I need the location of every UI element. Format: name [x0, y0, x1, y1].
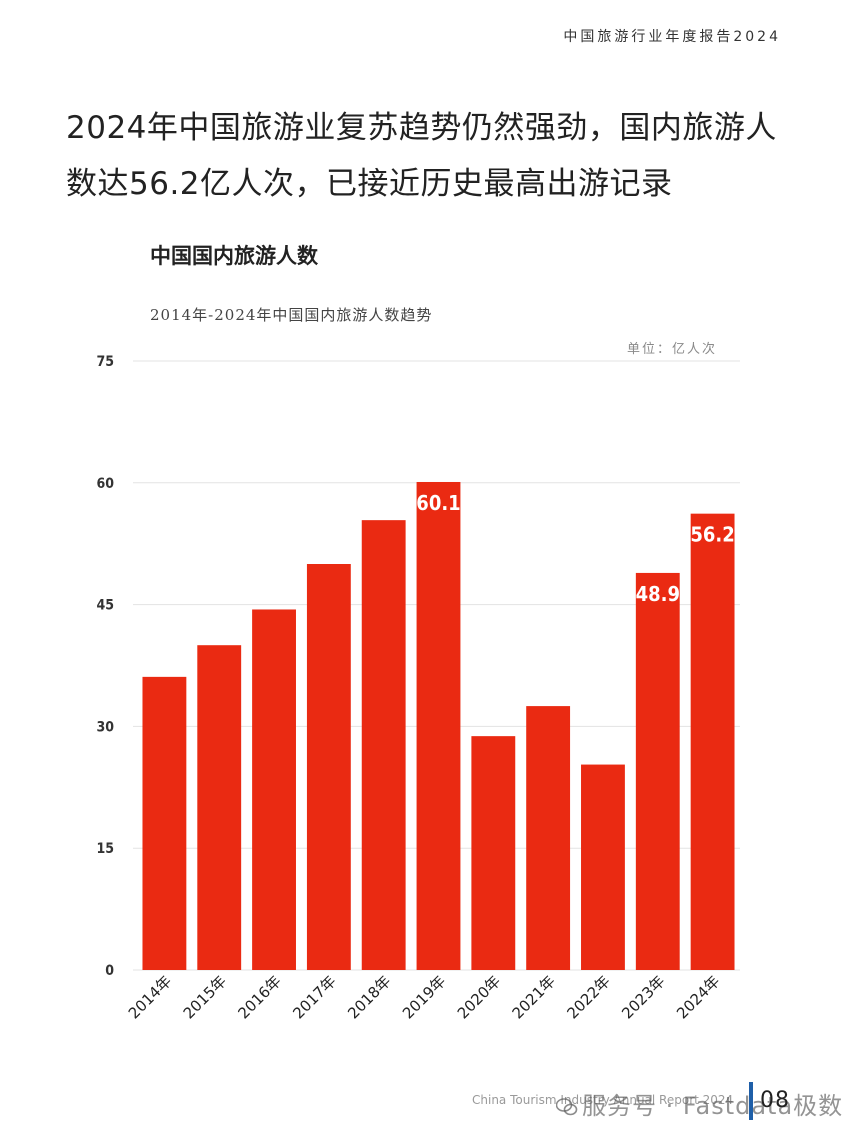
bar — [635, 572, 680, 970]
x-tick-label: 2017年 — [289, 972, 339, 1022]
bar — [197, 645, 242, 970]
y-tick-label: 0 — [105, 963, 114, 979]
bar — [526, 706, 571, 970]
x-tick-label: 2023年 — [618, 972, 668, 1022]
data-label: 56.2 — [690, 523, 734, 547]
y-tick-label: 45 — [96, 598, 114, 614]
chart-title: 中国国内旅游人数 — [150, 244, 318, 268]
data-label: 48.9 — [636, 582, 680, 606]
bar-chart: 0 15 30 45 60 75 2014年 2015年 2016年 2017年 2018年 60.1… — [96, 354, 740, 1022]
x-tick-label: 2015年 — [180, 972, 230, 1022]
bar — [306, 564, 351, 970]
page-number: 08 — [760, 1088, 790, 1113]
bar — [416, 481, 461, 970]
y-tick-label: 75 — [96, 354, 114, 370]
x-tick-label: 2021年 — [509, 972, 559, 1022]
bar — [471, 736, 516, 970]
watermark: 服务号 · Fastdata极数 — [556, 1086, 843, 1121]
x-tick-label: 2020年 — [454, 972, 504, 1022]
y-tick-label: 60 — [96, 476, 114, 492]
report-header-title: 中国旅游行业年度报告2024 — [563, 29, 781, 45]
y-tick-label: 30 — [96, 719, 114, 735]
bar — [361, 520, 406, 970]
footer-report-name: China Tourism Industry Annual Report 202… — [472, 1093, 734, 1107]
data-label: 60.1 — [416, 491, 460, 515]
bar — [252, 609, 296, 970]
x-tick-label: 2014年 — [125, 972, 175, 1022]
x-tick-label: 2022年 — [563, 972, 613, 1022]
bar — [690, 513, 735, 970]
y-tick-label: 15 — [96, 841, 114, 857]
x-tick-label: 2019年 — [399, 972, 449, 1022]
page-headline: 2024年中国旅游业复苏趋势仍然强劲，国内旅游人数达56.2亿人次，已接近历史最… — [66, 110, 777, 202]
x-tick-label: 2016年 — [235, 972, 285, 1022]
bar — [142, 676, 187, 970]
page-accent-bar — [749, 1082, 753, 1120]
x-tick-label: 2018年 — [344, 972, 394, 1022]
wechat-icon — [556, 1098, 578, 1116]
chart-subtitle: 2014年-2024年中国国内旅游人数趋势 — [150, 306, 433, 324]
bar — [581, 764, 625, 970]
unit-label: 单位：亿人次 — [627, 342, 718, 357]
x-tick-label: 2024年 — [673, 972, 723, 1022]
watermark-text: 服务号 · Fastdata极数 — [582, 1092, 844, 1120]
